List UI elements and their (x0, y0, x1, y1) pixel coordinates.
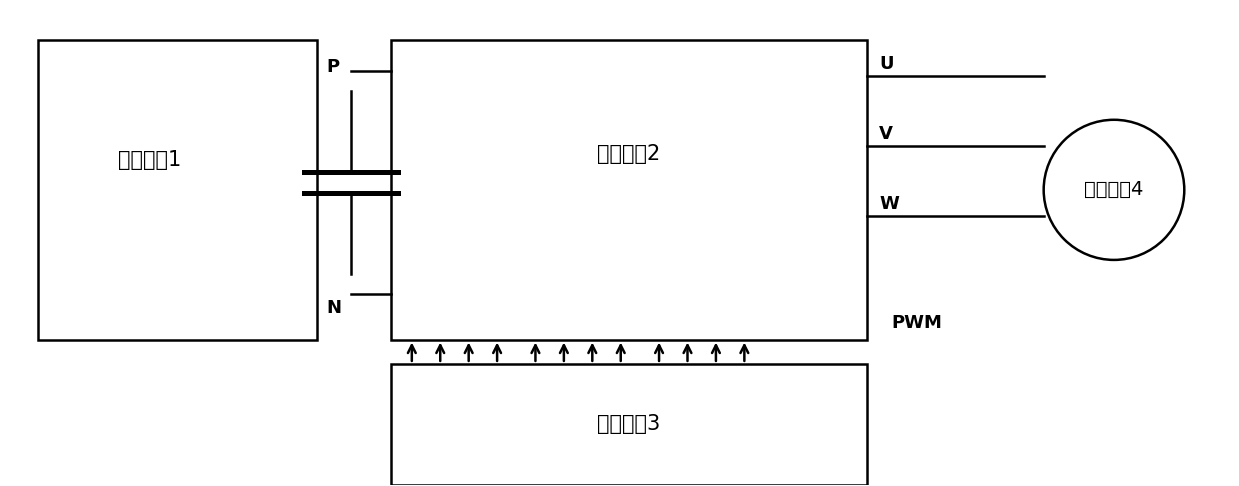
Text: PWM: PWM (892, 314, 943, 332)
Bar (38, 40, 317, 340)
Text: V: V (880, 125, 893, 143)
Text: 伺服电机4: 伺服电机4 (1084, 180, 1144, 199)
Text: W: W (880, 195, 900, 213)
Text: 逃变电路2: 逃变电路2 (597, 144, 660, 164)
Bar (390, 364, 867, 485)
Bar (390, 40, 867, 340)
Text: U: U (880, 55, 893, 73)
Text: 整流电路1: 整流电路1 (118, 150, 181, 170)
Text: 驱动电路3: 驱动电路3 (597, 414, 660, 434)
Text: N: N (327, 299, 342, 317)
Text: P: P (327, 58, 339, 76)
Ellipse shape (1043, 120, 1184, 260)
